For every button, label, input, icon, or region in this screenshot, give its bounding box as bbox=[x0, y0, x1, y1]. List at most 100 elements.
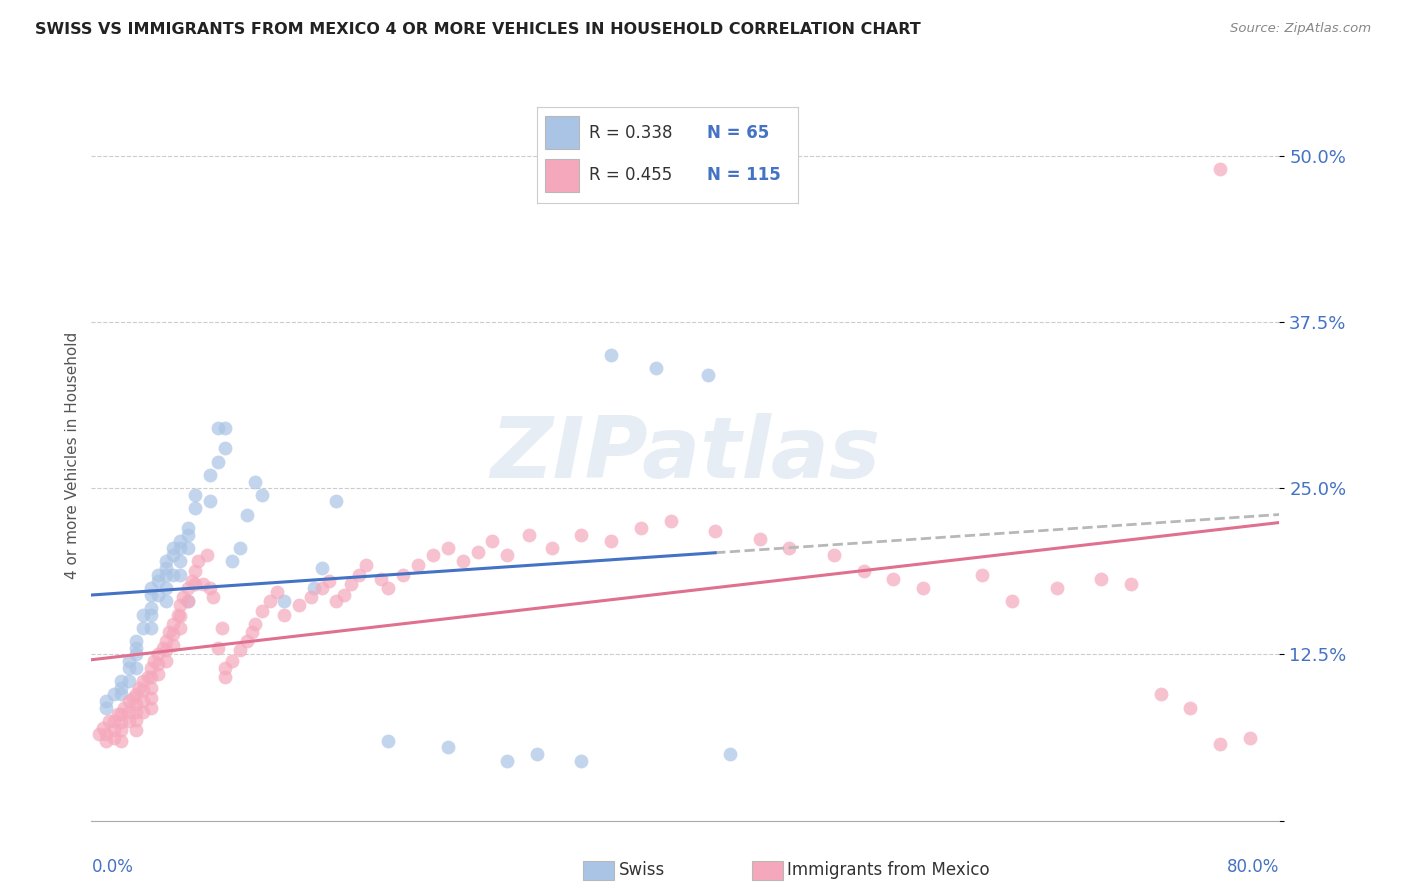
Point bbox=[299, 591, 322, 605]
Point bbox=[496, 754, 519, 768]
Point bbox=[250, 488, 273, 502]
Point bbox=[236, 508, 259, 522]
Point bbox=[1180, 700, 1202, 714]
Point bbox=[243, 475, 266, 489]
Point bbox=[117, 714, 139, 728]
Point bbox=[659, 515, 682, 529]
Point bbox=[325, 494, 347, 508]
Point bbox=[125, 648, 148, 662]
Point bbox=[214, 661, 236, 675]
Point bbox=[526, 747, 548, 761]
Point bbox=[600, 348, 623, 362]
Point bbox=[139, 661, 162, 675]
Point bbox=[250, 603, 273, 617]
Point bbox=[172, 591, 194, 605]
Point bbox=[96, 694, 118, 708]
Point bbox=[162, 541, 184, 555]
Point bbox=[333, 588, 356, 602]
Point bbox=[139, 607, 162, 622]
Point bbox=[1239, 731, 1261, 746]
Point bbox=[177, 594, 200, 608]
Point bbox=[139, 691, 162, 706]
Point bbox=[110, 687, 132, 701]
Point bbox=[748, 532, 770, 546]
Point bbox=[148, 574, 170, 589]
Point bbox=[169, 567, 191, 582]
Point bbox=[221, 654, 243, 668]
Point bbox=[117, 673, 139, 688]
Point bbox=[852, 564, 875, 578]
Point bbox=[778, 541, 800, 555]
FancyBboxPatch shape bbox=[544, 116, 579, 149]
Point bbox=[221, 554, 243, 568]
Point bbox=[148, 648, 170, 662]
Point bbox=[451, 554, 474, 568]
Point bbox=[162, 616, 184, 631]
Point bbox=[125, 697, 148, 711]
Point bbox=[155, 643, 177, 657]
Point bbox=[139, 600, 162, 615]
Point bbox=[406, 558, 429, 573]
Point bbox=[177, 581, 200, 595]
Text: N = 115: N = 115 bbox=[707, 167, 780, 185]
Point bbox=[177, 527, 200, 541]
Point bbox=[139, 581, 162, 595]
Point bbox=[184, 564, 207, 578]
Point bbox=[347, 567, 370, 582]
Point bbox=[187, 554, 209, 568]
Point bbox=[718, 747, 741, 761]
Point bbox=[110, 734, 132, 748]
Point bbox=[370, 572, 392, 586]
Point bbox=[481, 534, 503, 549]
Point bbox=[157, 624, 180, 639]
Text: 80.0%: 80.0% bbox=[1227, 858, 1279, 876]
Point bbox=[91, 721, 114, 735]
Point bbox=[202, 591, 225, 605]
Point bbox=[600, 534, 623, 549]
Text: SWISS VS IMMIGRANTS FROM MEXICO 4 OR MORE VEHICLES IN HOUSEHOLD CORRELATION CHAR: SWISS VS IMMIGRANTS FROM MEXICO 4 OR MOR… bbox=[35, 22, 921, 37]
Point bbox=[214, 421, 236, 435]
Point bbox=[139, 588, 162, 602]
Point bbox=[911, 581, 934, 595]
Point bbox=[87, 727, 110, 741]
Point bbox=[112, 700, 135, 714]
Point bbox=[571, 527, 593, 541]
Point bbox=[259, 594, 281, 608]
Point bbox=[436, 541, 458, 555]
Point bbox=[139, 670, 162, 684]
Point bbox=[139, 700, 162, 714]
Point bbox=[704, 524, 727, 538]
Point bbox=[110, 723, 132, 738]
Point bbox=[195, 548, 218, 562]
Point bbox=[125, 713, 148, 727]
Point bbox=[96, 727, 118, 741]
Point bbox=[422, 548, 444, 562]
Point bbox=[98, 714, 121, 728]
Point bbox=[318, 574, 340, 589]
Point bbox=[169, 608, 191, 623]
Point bbox=[207, 454, 229, 468]
Point bbox=[152, 640, 174, 655]
Point bbox=[644, 361, 666, 376]
Point bbox=[166, 607, 188, 622]
Point bbox=[155, 594, 177, 608]
Point bbox=[132, 673, 155, 688]
Point bbox=[214, 442, 236, 456]
Point bbox=[311, 561, 333, 575]
Point bbox=[200, 494, 222, 508]
Point bbox=[148, 567, 170, 582]
Point bbox=[136, 670, 159, 684]
Point bbox=[354, 558, 377, 573]
Point bbox=[162, 567, 184, 582]
Point bbox=[240, 624, 263, 639]
Point bbox=[103, 731, 125, 746]
Point bbox=[132, 607, 155, 622]
Point bbox=[110, 681, 132, 695]
Point bbox=[214, 670, 236, 684]
Point bbox=[200, 581, 222, 595]
Point bbox=[142, 654, 165, 668]
Text: R = 0.455: R = 0.455 bbox=[589, 167, 672, 185]
Point bbox=[184, 501, 207, 516]
Point bbox=[200, 467, 222, 482]
Text: ZIPatlas: ZIPatlas bbox=[491, 413, 880, 497]
